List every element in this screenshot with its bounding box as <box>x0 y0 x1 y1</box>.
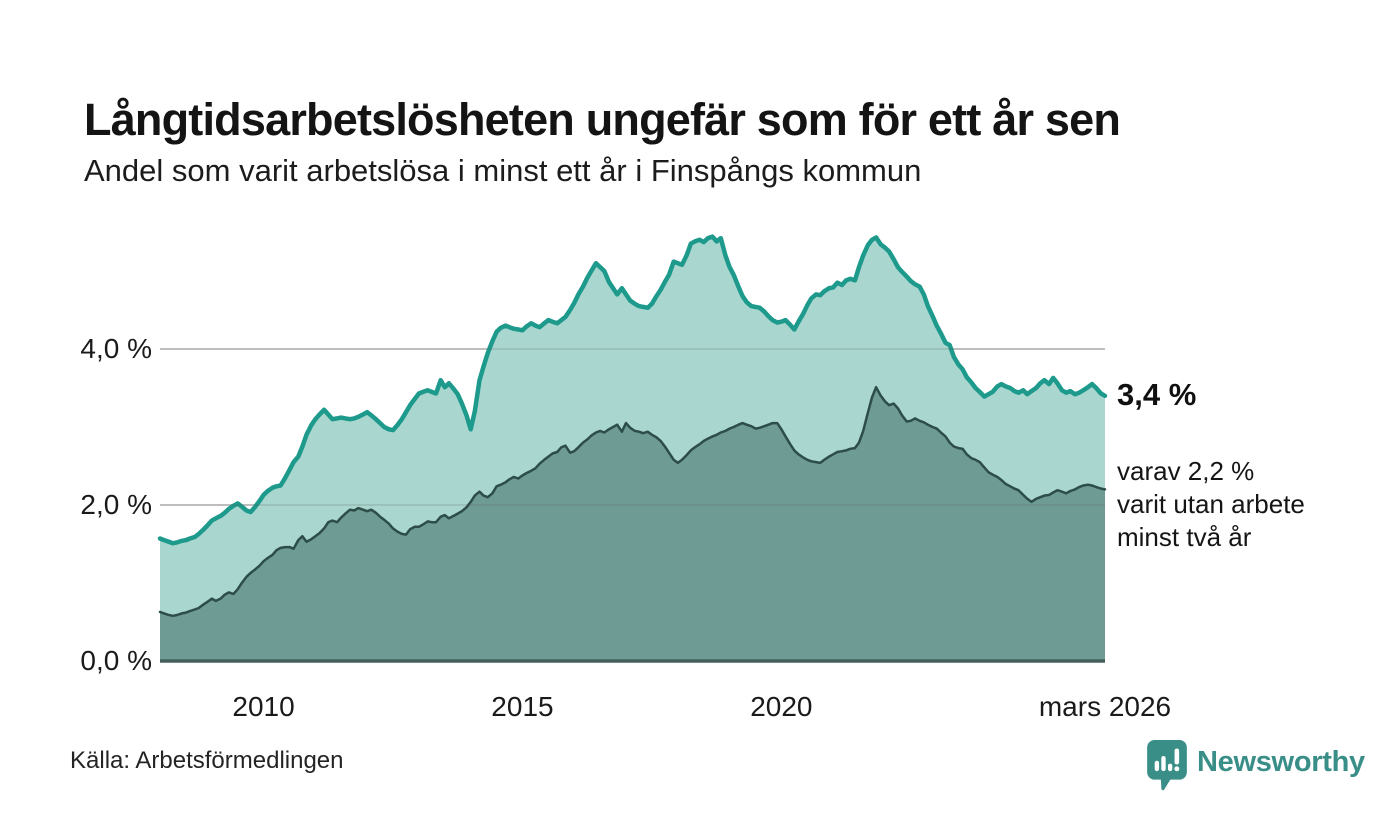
x-axis-label: mars 2026 <box>1038 691 1172 722</box>
end-sub-label-line: varit utan arbete <box>1117 489 1305 520</box>
end-sub-label: varav 2,2 % varit utan arbete minst två … <box>1117 455 1305 554</box>
y-axis-label: 0,0 % <box>80 645 152 676</box>
y-axis-label: 2,0 % <box>80 489 152 520</box>
newsworthy-wordmark: Newsworthy <box>1197 746 1365 778</box>
x-axis-label: 2010 <box>232 691 295 722</box>
source-label: Källa: Arbetsförmedlingen <box>70 747 344 774</box>
chart-title: Långtidsarbetslösheten ungefär som för e… <box>84 94 1121 146</box>
newsworthy-icon <box>1147 739 1187 791</box>
chart-subtitle: Andel som varit arbetslösa i minst ett å… <box>84 153 922 188</box>
y-axis-label: 4,0 % <box>80 333 152 364</box>
newsworthy-logo: Newsworthy <box>1146 739 1365 791</box>
x-axis-label: 2020 <box>750 691 813 722</box>
end-sub-label-line: varav 2,2 % <box>1117 456 1255 487</box>
end-value-label: 3,4 % <box>1117 376 1197 412</box>
area-chart <box>157 234 1108 663</box>
x-axis-label: 2015 <box>491 691 554 722</box>
end-sub-label-line: minst två år <box>1117 522 1252 553</box>
